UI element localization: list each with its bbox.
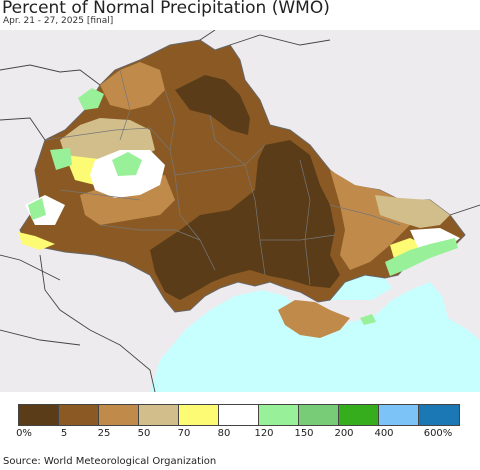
region-120-150-north bbox=[78, 88, 104, 110]
legend-colorbar bbox=[18, 404, 460, 426]
region-25-50-crimea bbox=[278, 300, 350, 338]
map-subtitle: Apr. 21 - 27, 2025 [final] bbox=[3, 16, 114, 26]
oblast-borders bbox=[44, 69, 401, 286]
source-credit: Source: World Meteorological Organizatio… bbox=[3, 456, 217, 467]
legend-swatch bbox=[339, 405, 379, 425]
region-120-150-southeast bbox=[385, 238, 458, 276]
legend-tick-label: 5 bbox=[60, 428, 68, 439]
region-120-150-west2 bbox=[50, 148, 72, 170]
region-50-70-east bbox=[375, 195, 450, 228]
legend-tick-label: 400 bbox=[374, 428, 394, 439]
region-120-150-southwest bbox=[28, 198, 46, 220]
legend-tick-label: 600% bbox=[423, 428, 453, 439]
region-50-70-northwest bbox=[60, 118, 155, 160]
region-70-80-southwest bbox=[18, 232, 55, 250]
region-25-50-north bbox=[100, 62, 165, 110]
region-120-150-west bbox=[112, 152, 142, 176]
legend-tick-label: 150 bbox=[294, 428, 314, 439]
legend-tick-label: 80 bbox=[217, 428, 231, 439]
legend-swatch bbox=[259, 405, 299, 425]
map-title: Percent of Normal Precipitation (WMO) bbox=[2, 0, 330, 18]
legend-swatch bbox=[299, 405, 339, 425]
legend-swatch bbox=[19, 405, 59, 425]
legend-tick-label: 0% bbox=[16, 428, 32, 439]
legend-tick-label: 120 bbox=[254, 428, 274, 439]
legend-labels: 0% 5 25 50 70 80 120 150 200 400 600% bbox=[0, 428, 480, 442]
legend-swatch bbox=[179, 405, 219, 425]
legend-swatch bbox=[59, 405, 99, 425]
legend-tick-label: 25 bbox=[97, 428, 111, 439]
region-120-150-crimea-east bbox=[360, 314, 376, 325]
sea-of-azov bbox=[330, 275, 392, 300]
legend-tick-label: 50 bbox=[137, 428, 151, 439]
country-borders bbox=[0, 30, 480, 392]
region-0-5-north bbox=[175, 75, 250, 135]
legend-swatch bbox=[139, 405, 179, 425]
legend-swatch bbox=[419, 405, 459, 425]
region-0-5-center bbox=[150, 140, 340, 300]
precipitation-map bbox=[0, 30, 480, 392]
legend-swatch bbox=[379, 405, 419, 425]
region-25-50-east bbox=[330, 170, 420, 270]
legend-swatch bbox=[99, 405, 139, 425]
legend-swatch bbox=[219, 405, 259, 425]
legend-tick-label: 200 bbox=[334, 428, 354, 439]
legend-tick-label: 70 bbox=[177, 428, 191, 439]
